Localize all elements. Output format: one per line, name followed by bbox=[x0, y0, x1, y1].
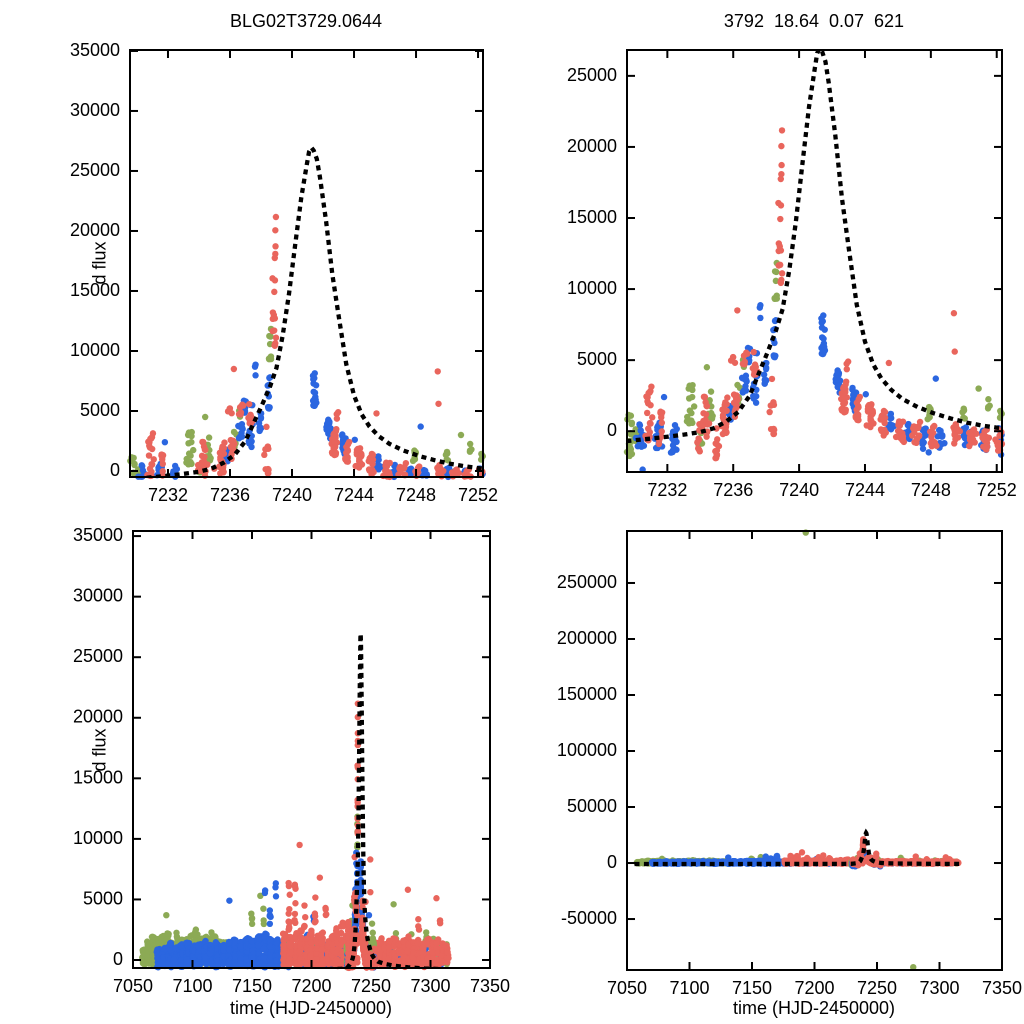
x-axis-label-bottom-right: time (HJD-2450000) bbox=[732, 998, 896, 1018]
y-axis-label-top-left: d flux bbox=[89, 241, 110, 285]
panel-title-top-left: BLG02T3729.0644 bbox=[229, 11, 383, 31]
y-axis-label-bottom-left: d flux bbox=[89, 728, 110, 772]
x-axis-label-bottom-left: time (HJD-2450000) bbox=[229, 998, 393, 1018]
panel-title-top-right: 3792 18.64 0.07 621 bbox=[723, 11, 905, 31]
